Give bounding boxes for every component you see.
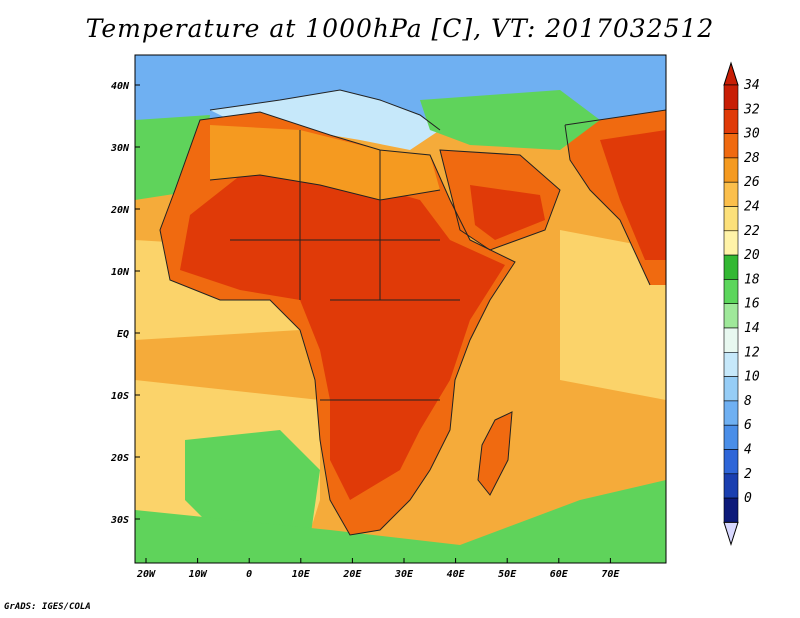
colorbar-label: 22 [744,224,760,239]
india-hot [600,130,666,260]
colorbar-segment [723,230,739,256]
lon-label: 30E [394,569,414,580]
lon-label: 40E [447,569,466,580]
south-atlantic-cool [185,430,320,545]
lat-label: 30N [110,143,130,154]
south-edge-cool [135,480,666,563]
colorbar-segment [723,424,739,450]
map-plot-area [135,55,666,563]
africa-hot [180,160,505,500]
colorbar-label: 6 [744,418,752,433]
colorbar-segment [723,109,739,134]
colorbar-label: 2 [744,467,752,482]
latitude-axis: 40N 30N 20N 10N EQ 10S 20S 30S [110,81,140,526]
colorbar-under-arrow [723,521,739,547]
colorbar-segment [723,133,739,159]
africa-north-mild [210,125,440,200]
lat-label: 20N [110,205,130,216]
colorbar-label: 24 [744,200,760,215]
lat-label: 10N [111,267,130,278]
colorbar-segment [723,327,739,353]
credit-text: GrADS: IGES/COLA [4,602,91,612]
lat-label: 10S [111,391,129,402]
colorbar-label: 14 [744,321,760,336]
colorbar-segment [723,400,739,426]
colorbar-segment [723,181,739,207]
colorbar-segment [723,157,739,183]
colorbar-segment [723,84,739,110]
colorbar-label: 26 [744,175,760,190]
lat-label: 20S [110,453,129,464]
colorbar-label: 32 [743,102,760,117]
colorbar-label: 10 [744,370,760,385]
colorbar-over-arrow [723,61,739,86]
colorbar-segment [723,376,739,402]
lon-label: 10W [189,569,208,580]
lon-label: 50E [498,569,517,580]
colorbar-segment [723,303,739,329]
colorbar-segment [723,206,739,232]
colorbar-label: 4 [744,443,752,458]
madagascar [478,412,512,495]
colorbar-segment [723,279,739,304]
colorbar-label: 12 [744,345,760,360]
colorbar-segment [723,473,739,499]
chart-title: Temperature at 1000hPa [C], VT: 20170325… [85,14,715,43]
lon-label: 70E [601,569,620,580]
colorbar-label: 28 [744,151,760,166]
colorbar-label: 0 [744,491,752,506]
colorbar-label: 18 [744,272,760,287]
plot-frame [134,54,667,564]
lon-label: 20E [342,569,362,580]
lat-label: 40N [111,81,130,92]
lon-label: 0 [246,569,252,580]
colorbar-segment [723,449,739,475]
colorbar-label: 8 [744,394,752,409]
colorbar-segment [723,254,739,280]
mediterranean-sea [210,90,440,150]
longitude-axis: 20W 10W 0 10E 20E 30E 40E 50E 60E 70E [136,558,620,580]
lat-label: 30S [110,515,129,526]
colorbar-label: 16 [744,297,760,312]
lon-label: 20W [136,569,156,580]
lat-label: EQ [117,329,129,340]
arabia-hot [470,185,545,240]
coastlines [159,89,666,536]
indian-ocean-mild [560,230,666,400]
colorbar-segment [723,497,739,523]
lon-label: 10E [292,569,311,580]
colorbar-label: 20 [744,248,760,263]
middle-east-cool [420,90,600,150]
lon-label: 60E [550,569,569,580]
colorbar-segment [723,351,739,377]
colorbar-label: 30 [743,127,760,142]
colorbar-label: 34 [743,78,760,93]
